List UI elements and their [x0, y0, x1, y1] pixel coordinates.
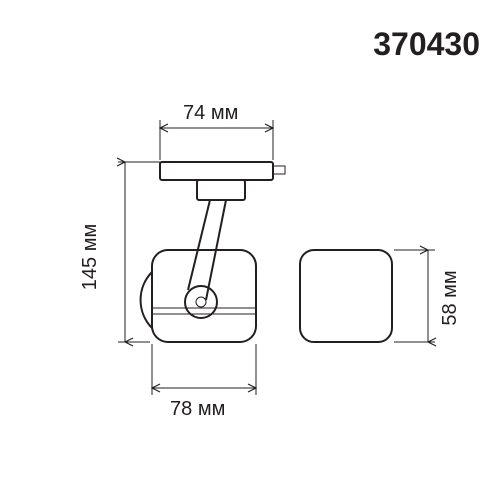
- svg-text:78 мм: 78 мм: [170, 398, 225, 420]
- svg-text:58 мм: 58 мм: [439, 270, 461, 325]
- dim-side-height-value: 58: [439, 303, 461, 325]
- dimension-diagram: 370430 74 мм 145 мм 78 мм: [0, 0, 500, 500]
- svg-text:74 мм: 74 мм: [183, 102, 238, 124]
- pivot-pin: [196, 297, 206, 307]
- dim-top-width: 74 мм: [160, 102, 273, 160]
- unit-label: мм: [211, 102, 239, 124]
- pivot-disc: [185, 286, 217, 318]
- dim-body-width: 78 мм: [152, 344, 256, 420]
- product-code: 370430: [373, 26, 480, 62]
- dim-side-height: 58 мм: [394, 250, 461, 342]
- arm-line-1: [188, 200, 210, 290]
- mount-tab: [273, 166, 285, 174]
- svg-text:145 мм: 145 мм: [79, 224, 101, 290]
- lamp-body: [152, 250, 256, 342]
- dim-top-width-value: 74: [183, 102, 205, 124]
- mount-plate: [160, 162, 273, 180]
- neck-block: [197, 180, 245, 200]
- front-view-body: [300, 250, 392, 342]
- dim-body-width-value: 78: [170, 398, 192, 420]
- dim-total-height: 145 мм: [79, 162, 160, 342]
- dim-height-value: 145: [79, 257, 101, 290]
- rear-lens-arc: [141, 272, 152, 328]
